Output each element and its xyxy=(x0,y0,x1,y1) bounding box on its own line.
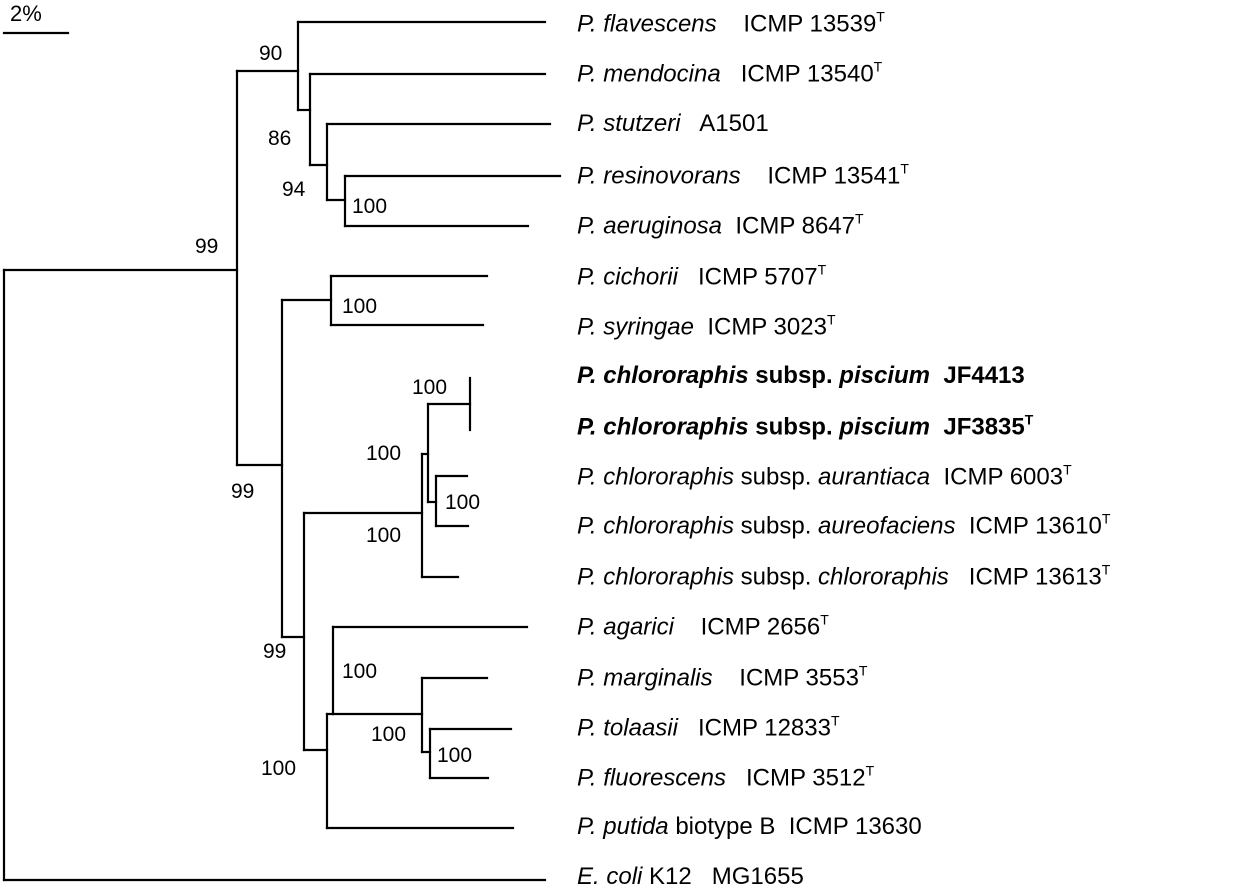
bootstrap-value: 99 xyxy=(231,480,255,503)
bootstrap-value: 100 xyxy=(342,660,378,683)
taxon-label-p-putida: P. putida biotype B ICMP 13630 xyxy=(577,813,922,840)
bootstrap-value: 100 xyxy=(371,723,407,746)
taxon-label-p-flavescens: P. flavescens ICMP 13539T xyxy=(577,8,885,38)
taxon-label-e-coli: E. coli K12 MG1655 xyxy=(577,863,804,889)
taxon-label-p-resinovorans: P. resinovorans ICMP 13541T xyxy=(577,160,909,190)
bootstrap-value: 100 xyxy=(366,442,402,465)
taxon-label-p-aeruginosa: P. aeruginosa ICMP 8647T xyxy=(577,210,864,240)
taxon-label-p-chlororaphis-chlororaphis: P. chlororaphis subsp. chlororaphis ICMP… xyxy=(577,561,1111,591)
taxon-label-p-stutzeri: P. stutzeri A1501 xyxy=(577,110,769,137)
taxon-label-p-chlororaphis-aureofaciens: P. chlororaphis subsp. aureofaciens ICMP… xyxy=(577,510,1111,540)
bootstrap-value: 100 xyxy=(352,195,388,218)
taxon-label-p-mendocina: P. mendocina ICMP 13540T xyxy=(577,58,883,88)
taxon-label-p-chlororaphis-piscium-jf3835: P. chlororaphis subsp. piscium JF3835T xyxy=(577,411,1034,441)
scale-bar-label: 2% xyxy=(10,1,42,26)
bootstrap-value: 100 xyxy=(342,295,378,318)
bootstrap-value: 100 xyxy=(437,744,473,767)
taxon-label-p-chlororaphis-piscium-jf4413: P. chlororaphis subsp. piscium JF4413 xyxy=(577,362,1025,389)
taxon-label-p-agarici: P. agarici ICMP 2656T xyxy=(577,611,829,641)
bootstrap-value: 100 xyxy=(412,376,448,399)
bootstrap-value: 100 xyxy=(366,524,402,547)
bootstrap-value: 100 xyxy=(261,757,297,780)
bootstrap-value: 94 xyxy=(282,178,306,201)
bootstrap-value: 100 xyxy=(445,491,481,514)
bootstrap-value: 86 xyxy=(268,127,292,150)
taxon-label-p-cichorii: P. cichorii ICMP 5707T xyxy=(577,261,827,291)
bootstrap-value: 90 xyxy=(259,42,283,65)
taxon-label-p-tolaasii: P. tolaasii ICMP 12833T xyxy=(577,712,840,742)
bootstrap-value: 99 xyxy=(195,235,219,258)
taxon-label-p-fluorescens: P. fluorescens ICMP 3512T xyxy=(577,762,875,792)
taxon-label-p-chlororaphis-aurantiaca: P. chlororaphis subsp. aurantiaca ICMP 6… xyxy=(577,461,1072,491)
taxon-label-p-marginalis: P. marginalis ICMP 3553T xyxy=(577,662,868,692)
taxon-label-p-syringae: P. syringae ICMP 3023T xyxy=(577,311,836,341)
bootstrap-value: 99 xyxy=(263,640,287,663)
